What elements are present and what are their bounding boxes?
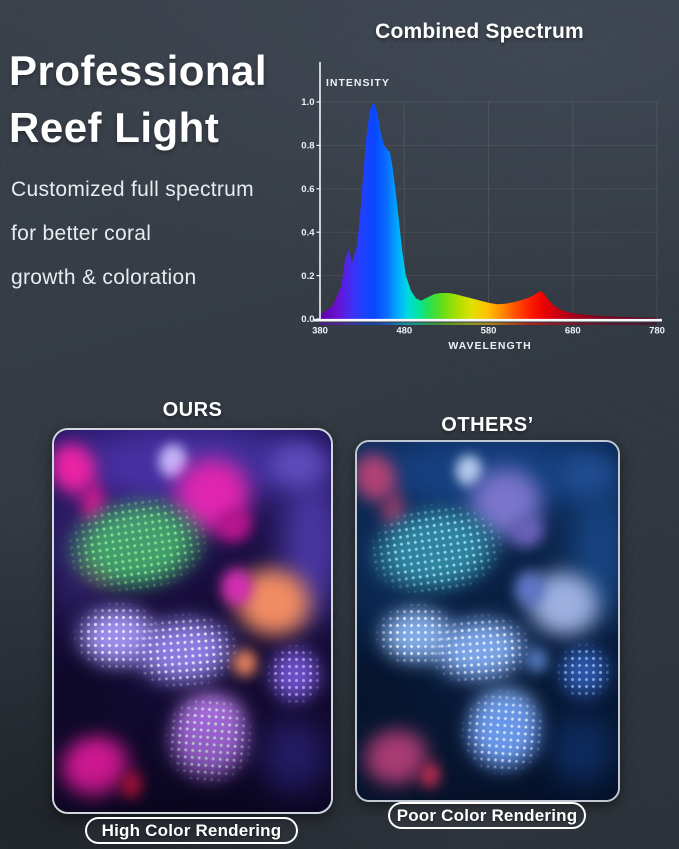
- y-tick-label: 0.4: [301, 227, 315, 238]
- coral-magenta-flower: [510, 567, 548, 611]
- reef-scene-ours: [54, 430, 331, 812]
- page-subtitle: Customized full spectrum for better cora…: [11, 178, 311, 310]
- x-tick-label: 480: [396, 326, 412, 337]
- coral-blue-glow-br: [542, 706, 618, 793]
- coral-toadstool-speckles: [455, 684, 551, 780]
- coral-green-coral-speckles: [54, 482, 220, 607]
- coral-lavender-mid-speckles: [123, 607, 245, 696]
- coral-blue-glow-br: [250, 712, 331, 805]
- page-title-line-1: Professional: [9, 47, 268, 94]
- page-title-line-2: Reef Light: [9, 104, 220, 151]
- reef-scene-others: [357, 442, 618, 800]
- coral-purple-ridge: [552, 447, 618, 502]
- y-axis-ticks: 0.0 0.2 0.4 0.6 0.8 1.0: [301, 97, 320, 325]
- y-tick-label: 0.0: [301, 314, 314, 325]
- ours-label: OURS: [162, 399, 223, 421]
- page-title: Professional Reef Light: [9, 42, 309, 156]
- ours-badge: High Color Rendering: [85, 817, 298, 844]
- y-tick-label: 1.0: [301, 97, 314, 108]
- y-tick-label: 0.6: [301, 184, 314, 195]
- x-tick-label: 780: [649, 326, 665, 337]
- chart-title: Combined Spectrum: [375, 20, 584, 43]
- spectrum-curve: [320, 102, 657, 319]
- x-tick-label: 380: [312, 326, 328, 337]
- coral-purple-knobs-speckles: [264, 642, 326, 707]
- subtitle-line-2: for better coral: [11, 222, 152, 245]
- y-tick-label: 0.8: [301, 141, 314, 152]
- coral-orange-bit: [229, 645, 261, 681]
- spectrum-axis-strip: [320, 322, 657, 325]
- subtitle-line-1: Customized full spectrum: [11, 178, 254, 201]
- coral-toadstool-speckles: [158, 688, 260, 791]
- others-badge: Poor Color Rendering: [388, 802, 586, 829]
- coral-green-coral-speckles: [357, 491, 514, 608]
- coral-magenta-flower: [217, 563, 257, 610]
- ours-photo: [52, 428, 333, 814]
- others-photo: [355, 440, 620, 802]
- coral-orange-bit: [522, 644, 552, 677]
- x-axis-ticks: 380 480 580 680 780: [312, 326, 665, 337]
- y-tick-label: 0.2: [301, 271, 314, 282]
- x-tick-label: 580: [481, 326, 497, 337]
- x-tick-label: 680: [565, 326, 581, 337]
- y-axis-title: INTENSITY: [326, 77, 390, 89]
- coral-lavender-mid-speckles: [422, 608, 537, 691]
- coral-red-bit: [117, 768, 146, 803]
- coral-red-bit: [417, 758, 444, 792]
- subtitle-line-3: growth & coloration: [11, 266, 197, 289]
- x-axis-title: WAVELENGTH: [448, 340, 531, 352]
- spectrum-chart: 0.0 0.2 0.4 0.6 0.8 1.0 380 480 580 680 780 INTEN…: [301, 62, 665, 352]
- others-label: OTHERS’: [441, 414, 534, 436]
- coral-purple-ridge: [261, 435, 331, 494]
- coral-purple-knobs-speckles: [555, 640, 613, 702]
